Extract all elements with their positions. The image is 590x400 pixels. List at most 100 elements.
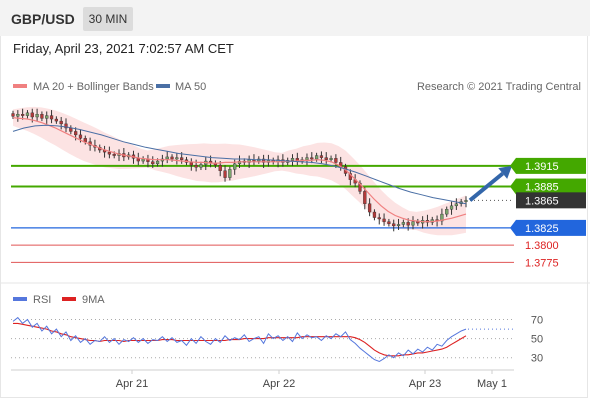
candle-down xyxy=(78,134,83,139)
candle-down xyxy=(54,118,59,122)
last-price-label-box xyxy=(516,192,586,209)
resistance-label: 1.3915 xyxy=(525,161,559,173)
ma50-legend-label: MA 50 xyxy=(175,81,206,93)
candle-up xyxy=(401,222,405,225)
rsi-legend-swatch xyxy=(13,297,27,301)
candle-down xyxy=(180,157,184,160)
candle-down xyxy=(406,222,410,226)
candle-up xyxy=(329,158,333,160)
candle-down xyxy=(83,138,87,142)
ma50-legend-swatch xyxy=(156,84,170,88)
x-tick-label: Apr 22 xyxy=(263,378,295,390)
resistance-label-tip xyxy=(510,157,516,174)
candle-down xyxy=(387,221,391,224)
ma20-line xyxy=(12,117,467,223)
candle-up xyxy=(141,158,145,162)
candles xyxy=(11,108,468,232)
candle-down xyxy=(189,162,193,166)
candle-down xyxy=(218,164,222,171)
candle-up xyxy=(396,224,401,227)
candle-down xyxy=(74,131,78,136)
pivot-label-tip xyxy=(510,219,516,236)
chart-frame xyxy=(0,36,588,398)
pivot-label-box xyxy=(516,219,586,236)
candle-up xyxy=(25,112,30,116)
support-label: 1.3775 xyxy=(525,257,559,269)
candle-up xyxy=(411,221,415,226)
candle-down xyxy=(69,127,73,132)
resistance-label-box xyxy=(516,157,586,174)
rsi-tick-label: 50 xyxy=(531,334,543,346)
candle-up xyxy=(165,156,169,160)
last-price-label: 1.3865 xyxy=(525,195,559,207)
candle-down xyxy=(30,112,34,118)
ma20-legend-swatch xyxy=(13,84,27,88)
forecast-arrow-shaft xyxy=(468,171,504,202)
candle-up xyxy=(228,169,232,178)
candle-up xyxy=(175,157,179,160)
candle-down xyxy=(392,223,396,227)
ma50-line xyxy=(12,124,467,205)
candle-up xyxy=(199,164,203,168)
candle-down xyxy=(372,211,377,218)
rsi-legend-label: RSI xyxy=(33,294,51,306)
timestamp: Friday, April 23, 2021 7:02:57 AM CET xyxy=(13,41,234,56)
candle-up xyxy=(290,158,295,161)
timeframe-button[interactable]: 30 MIN xyxy=(83,7,133,31)
candle-up xyxy=(440,213,444,222)
candle-down xyxy=(319,155,324,158)
candle-up xyxy=(449,205,454,210)
candle-up xyxy=(454,203,458,207)
candle-down xyxy=(112,153,116,156)
resistance-label-box xyxy=(516,178,586,195)
credit-label: Research © 2021 Trading Central xyxy=(417,81,581,93)
candle-down xyxy=(310,157,314,160)
candle-up xyxy=(314,155,319,160)
resistance-label: 1.3885 xyxy=(525,182,559,194)
ma20-legend-label: MA 20 + Bollinger Bands xyxy=(33,81,154,93)
resistance-label-tip xyxy=(510,178,516,195)
candle-down xyxy=(136,158,140,162)
candle-down xyxy=(367,203,372,213)
x-tick-label: Apr 21 xyxy=(116,378,148,390)
rsi-panel: 70 50 30 xyxy=(11,315,543,365)
candle-down xyxy=(363,191,367,204)
candle-down xyxy=(59,120,63,125)
candle-down xyxy=(21,114,25,116)
candle-down xyxy=(64,123,68,129)
level-lines xyxy=(11,164,514,263)
header-bar: GBP/USD 30 MIN xyxy=(0,0,590,36)
candle-up xyxy=(464,200,468,202)
candle-up xyxy=(45,115,49,119)
candle-down xyxy=(151,161,155,165)
rsi-tick-label: 30 xyxy=(531,353,543,365)
pair-title: GBP/USD xyxy=(11,11,75,27)
x-tick-label: Apr 23 xyxy=(409,378,441,390)
bollinger-band-layer xyxy=(13,106,466,236)
forecast-arrow-head xyxy=(498,165,512,179)
rsi-ma-legend-swatch xyxy=(62,297,76,301)
x-axis-ticks: Apr 21 Apr 22 Apr 23 May 1 xyxy=(116,370,507,390)
candle-down xyxy=(377,217,381,220)
moving-averages xyxy=(12,117,467,223)
candle-down xyxy=(223,170,227,178)
rsi-ma-legend-label: 9MA xyxy=(82,294,105,306)
candle-down xyxy=(416,221,420,224)
candle-down xyxy=(358,182,362,192)
rsi-line xyxy=(12,316,467,363)
candle-down xyxy=(11,113,15,117)
candle-up xyxy=(305,157,309,160)
candle-down xyxy=(194,164,198,168)
x-tick-label: May 1 xyxy=(477,378,507,390)
candle-down xyxy=(324,157,328,160)
candle-up xyxy=(35,114,39,118)
candle-down xyxy=(40,114,44,119)
support-label: 1.3800 xyxy=(525,240,559,252)
candle-down xyxy=(261,158,266,163)
candle-down xyxy=(334,158,338,163)
candle-down xyxy=(170,156,174,160)
candle-up xyxy=(155,160,160,165)
pivot-label: 1.3825 xyxy=(525,223,559,235)
